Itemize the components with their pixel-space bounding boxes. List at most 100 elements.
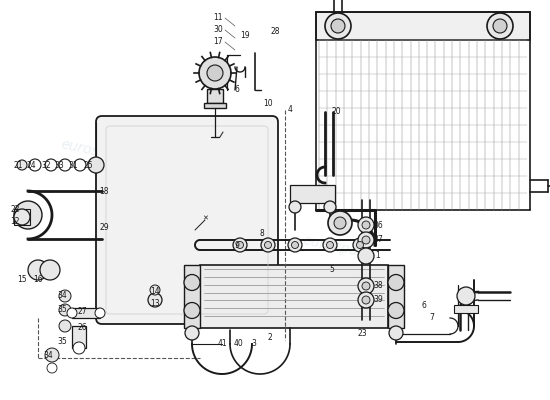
Circle shape bbox=[388, 274, 404, 290]
Text: 37: 37 bbox=[373, 236, 383, 244]
Circle shape bbox=[353, 238, 367, 252]
Circle shape bbox=[389, 326, 403, 340]
Circle shape bbox=[457, 287, 475, 305]
Circle shape bbox=[59, 320, 71, 332]
Circle shape bbox=[75, 160, 85, 170]
Circle shape bbox=[328, 211, 352, 235]
Circle shape bbox=[59, 304, 71, 316]
Text: 3: 3 bbox=[251, 340, 256, 348]
Circle shape bbox=[30, 160, 40, 170]
Circle shape bbox=[325, 13, 351, 39]
Circle shape bbox=[59, 290, 71, 302]
Circle shape bbox=[29, 159, 41, 171]
Circle shape bbox=[358, 248, 374, 264]
Text: 6: 6 bbox=[234, 86, 239, 94]
Circle shape bbox=[207, 65, 223, 81]
Circle shape bbox=[261, 238, 275, 252]
Text: 34: 34 bbox=[57, 292, 67, 300]
Text: 35: 35 bbox=[57, 338, 67, 346]
Text: 19: 19 bbox=[240, 32, 250, 40]
Circle shape bbox=[233, 238, 247, 252]
Circle shape bbox=[388, 302, 404, 318]
Bar bbox=[388, 265, 404, 328]
Circle shape bbox=[184, 274, 200, 290]
Bar bbox=[454, 305, 478, 313]
Circle shape bbox=[358, 232, 374, 248]
Circle shape bbox=[150, 285, 160, 295]
Circle shape bbox=[487, 13, 513, 39]
Bar bbox=[316, 12, 530, 40]
Text: 34: 34 bbox=[43, 352, 53, 360]
Text: 2: 2 bbox=[268, 334, 272, 342]
Circle shape bbox=[14, 209, 30, 225]
Circle shape bbox=[184, 302, 200, 318]
Circle shape bbox=[59, 159, 71, 171]
Circle shape bbox=[362, 296, 370, 304]
Text: 15: 15 bbox=[17, 276, 27, 284]
Text: 17: 17 bbox=[213, 38, 223, 46]
Text: 26: 26 bbox=[77, 324, 87, 332]
Text: 10: 10 bbox=[263, 100, 273, 108]
Text: 32: 32 bbox=[41, 160, 51, 170]
Text: 24: 24 bbox=[26, 160, 36, 170]
Circle shape bbox=[46, 160, 56, 170]
Circle shape bbox=[362, 221, 370, 229]
Circle shape bbox=[292, 242, 299, 248]
Text: 1: 1 bbox=[376, 252, 381, 260]
Text: 5: 5 bbox=[329, 266, 334, 274]
Text: 31: 31 bbox=[68, 160, 78, 170]
Circle shape bbox=[236, 242, 244, 248]
Text: 28: 28 bbox=[270, 28, 280, 36]
Circle shape bbox=[358, 217, 374, 233]
Circle shape bbox=[74, 159, 86, 171]
Text: ✕: ✕ bbox=[202, 215, 208, 221]
Bar bbox=[72, 308, 100, 318]
Circle shape bbox=[148, 293, 162, 307]
Circle shape bbox=[288, 238, 302, 252]
Text: 4: 4 bbox=[288, 106, 293, 114]
Text: 39: 39 bbox=[373, 296, 383, 304]
Circle shape bbox=[185, 326, 199, 340]
Circle shape bbox=[327, 242, 333, 248]
Circle shape bbox=[358, 292, 374, 308]
Text: 7: 7 bbox=[430, 314, 434, 322]
Text: 20: 20 bbox=[331, 108, 341, 116]
Circle shape bbox=[95, 308, 105, 318]
Circle shape bbox=[358, 278, 374, 294]
Bar bbox=[200, 265, 388, 328]
Circle shape bbox=[88, 157, 104, 173]
Text: 36: 36 bbox=[373, 222, 383, 230]
Text: 22: 22 bbox=[10, 206, 20, 214]
Circle shape bbox=[331, 19, 345, 33]
Circle shape bbox=[45, 348, 59, 362]
Circle shape bbox=[362, 236, 370, 244]
Bar bbox=[204, 103, 226, 108]
Circle shape bbox=[334, 217, 346, 229]
Circle shape bbox=[17, 160, 27, 170]
Circle shape bbox=[289, 201, 301, 213]
Bar bbox=[207, 89, 223, 103]
Text: 8: 8 bbox=[260, 230, 265, 238]
Circle shape bbox=[67, 308, 77, 318]
Circle shape bbox=[362, 282, 370, 290]
Bar bbox=[72, 326, 86, 348]
Bar bbox=[290, 185, 335, 203]
Text: 29: 29 bbox=[99, 224, 109, 232]
Text: 13: 13 bbox=[150, 300, 160, 308]
Text: 30: 30 bbox=[213, 26, 223, 34]
Text: 35: 35 bbox=[57, 306, 67, 314]
Text: eurospares: eurospares bbox=[59, 137, 139, 167]
Text: 41: 41 bbox=[217, 340, 227, 348]
Circle shape bbox=[493, 19, 507, 33]
Text: 33: 33 bbox=[54, 160, 64, 170]
Circle shape bbox=[73, 342, 85, 354]
Text: 14: 14 bbox=[150, 288, 160, 296]
Text: 27: 27 bbox=[77, 308, 87, 316]
Circle shape bbox=[265, 242, 272, 248]
Text: 18: 18 bbox=[99, 188, 109, 196]
Circle shape bbox=[14, 201, 42, 229]
Circle shape bbox=[45, 159, 57, 171]
Circle shape bbox=[324, 201, 336, 213]
Text: 21: 21 bbox=[13, 160, 23, 170]
Circle shape bbox=[28, 260, 48, 280]
